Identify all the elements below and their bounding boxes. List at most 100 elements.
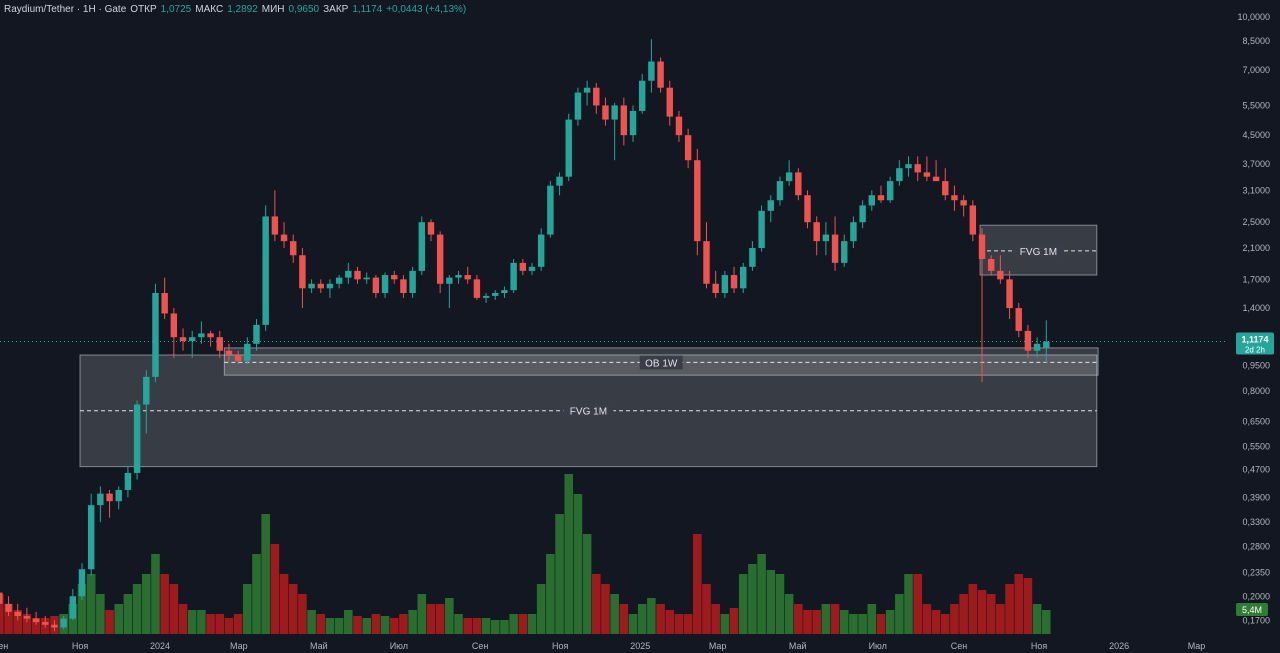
candle — [32, 611, 40, 625]
candle-body — [905, 164, 912, 169]
volume-bar — [812, 610, 821, 634]
candle — [537, 228, 545, 271]
candle-body — [234, 354, 242, 361]
volume-bar — [1032, 604, 1042, 634]
zone-label: FVG 1M — [570, 407, 607, 418]
volume-bar — [830, 604, 840, 634]
candle — [473, 275, 481, 300]
candle-body — [427, 222, 435, 235]
candle — [886, 176, 894, 203]
zone-label-bg — [639, 355, 683, 370]
volume-bar — [665, 610, 675, 634]
volume-bar — [123, 594, 133, 634]
candle-body — [1024, 330, 1032, 351]
candle-body — [565, 119, 572, 177]
candle-body — [188, 337, 196, 342]
candle — [868, 190, 876, 211]
volume-bar — [243, 584, 252, 634]
volume-bar — [132, 584, 142, 634]
candle-body — [675, 116, 683, 136]
candle-body — [785, 172, 793, 182]
candle-body — [556, 176, 563, 186]
candle-body — [822, 234, 830, 242]
volume-bar — [408, 610, 417, 634]
candle-body — [501, 290, 508, 294]
candle-body — [767, 200, 774, 211]
candle-body — [418, 222, 426, 271]
volume-bar — [270, 544, 280, 634]
candle — [161, 277, 168, 320]
candle-body — [492, 293, 499, 296]
candle-body — [473, 279, 481, 298]
volume-bar — [546, 554, 555, 634]
candle — [951, 185, 958, 211]
candle — [14, 603, 21, 621]
volume-bar — [1005, 584, 1014, 634]
symbol-title[interactable]: Raydium/Tether · 1H · Gate — [4, 4, 127, 15]
volume-bar — [77, 584, 87, 634]
volume-bar — [996, 604, 1005, 634]
volume-bar — [445, 598, 454, 634]
y-tick-label: 5,5000 — [1242, 100, 1270, 110]
volume-bar — [986, 594, 996, 634]
y-tick-label: 0,8000 — [1242, 386, 1270, 396]
x-tick-label: Ноя — [1031, 641, 1048, 651]
volume-bar — [922, 604, 932, 634]
close-value: 1,1174 — [352, 4, 383, 15]
candle — [326, 279, 334, 298]
candle — [501, 286, 508, 298]
candle-body — [1043, 341, 1050, 348]
candle-body — [859, 205, 866, 223]
candle-body — [951, 195, 958, 201]
candle — [290, 234, 297, 263]
volume-bar — [1042, 610, 1051, 634]
volume-bar — [463, 618, 473, 634]
candle-body — [611, 105, 618, 120]
volume-bar — [325, 618, 335, 634]
volume-bar — [904, 574, 913, 634]
candle-body — [831, 234, 839, 263]
volume-bar — [895, 594, 904, 634]
volume-bar — [601, 584, 610, 634]
candle-body — [978, 234, 986, 260]
volume-bar — [353, 616, 362, 634]
candle — [942, 168, 949, 201]
y-tick-label: 0,2800 — [1242, 541, 1270, 551]
candle — [225, 343, 233, 361]
candle — [170, 308, 178, 358]
candle-body — [97, 493, 104, 506]
volume-bar — [628, 614, 638, 634]
candle — [822, 222, 830, 256]
candle-body — [740, 266, 747, 289]
candle-body — [23, 616, 31, 619]
candle — [1024, 324, 1032, 358]
volume-bar — [527, 614, 537, 634]
zone-label: FVG 1M — [1020, 247, 1057, 258]
volume-bar — [977, 590, 987, 634]
candle-body — [106, 493, 113, 502]
candle-body — [960, 200, 967, 206]
candle-body — [813, 222, 820, 242]
x-tick-label: Июл — [390, 641, 408, 651]
candle-body — [170, 313, 178, 338]
candle-body — [78, 569, 86, 597]
volume-bar — [389, 618, 399, 634]
candle-body — [482, 295, 490, 298]
candle — [198, 321, 205, 344]
volume-bar — [371, 614, 381, 634]
candle-body — [987, 259, 995, 271]
volume-bar — [215, 614, 225, 634]
candle-body — [262, 216, 269, 325]
candle — [308, 279, 315, 294]
candle-body — [455, 275, 462, 278]
volume-bar — [417, 594, 427, 634]
candle — [492, 290, 499, 300]
volume-bar — [647, 598, 656, 634]
volume-bar — [13, 610, 23, 634]
open-label: ОТКР — [130, 4, 157, 15]
candle — [188, 330, 196, 358]
candle — [629, 105, 637, 142]
volume-bar — [794, 604, 803, 634]
volume-bar — [509, 614, 518, 634]
